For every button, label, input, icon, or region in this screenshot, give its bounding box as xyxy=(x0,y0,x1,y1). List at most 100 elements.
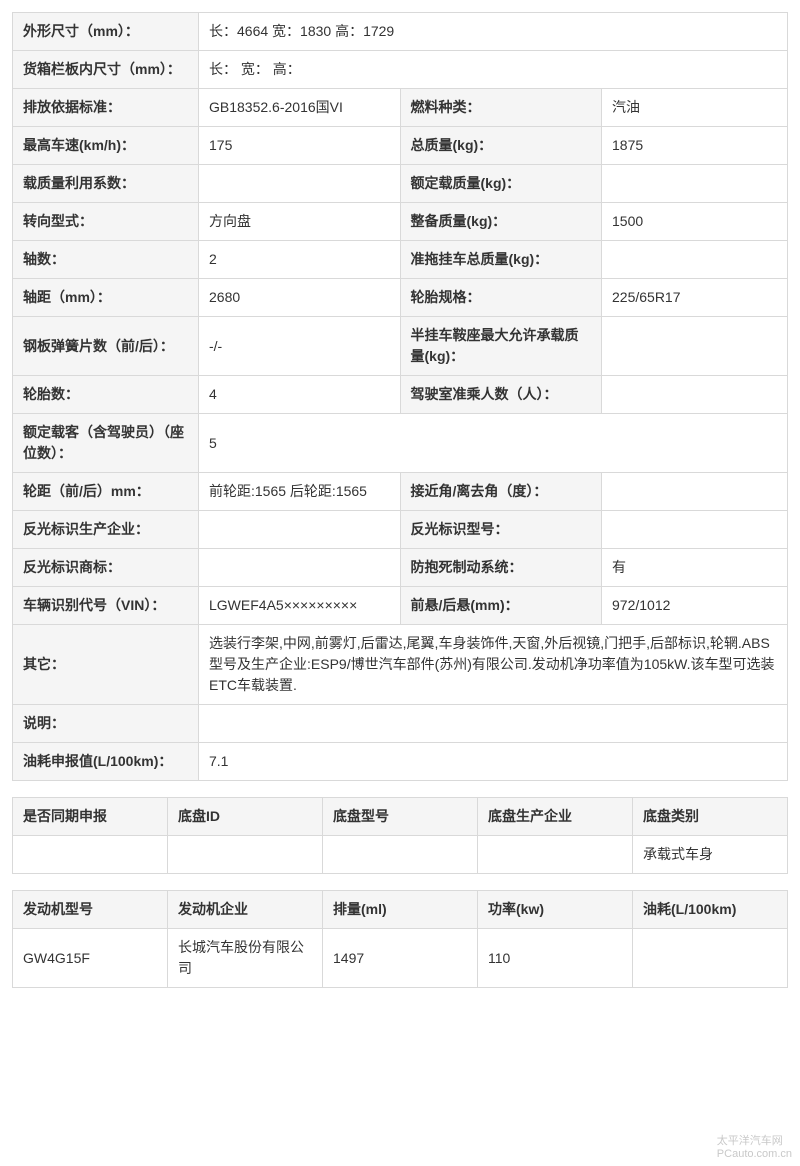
table-row: GW4G15F长城汽车股份有限公司1497110 xyxy=(13,929,788,988)
spec-value: GB18352.6-2016国VI xyxy=(199,89,401,127)
cell: 承载式车身 xyxy=(633,836,788,874)
column-header: 油耗(L/100km) xyxy=(633,891,788,929)
cell xyxy=(323,836,478,874)
table-row: 外形尺寸（mm）：长：4664 宽：1830 高：1729 xyxy=(13,13,788,51)
table-row: 车辆识别代号（VIN）：LGWEF4A5×××××××××前悬/后悬(mm)：9… xyxy=(13,587,788,625)
column-header: 底盘生产企业 xyxy=(478,798,633,836)
spec-label: 额定载质量(kg)： xyxy=(400,165,602,203)
spec-value: 1875 xyxy=(602,127,788,165)
spec-label: 外形尺寸（mm）： xyxy=(13,13,199,51)
cell xyxy=(13,836,168,874)
engine-table: 发动机型号发动机企业排量(ml)功率(kw)油耗(L/100km) GW4G15… xyxy=(12,890,788,988)
spec-value: LGWEF4A5××××××××× xyxy=(199,587,401,625)
spec-label: 货箱栏板内尺寸（mm）： xyxy=(13,51,199,89)
spec-label: 接近角/离去角（度）： xyxy=(400,473,602,511)
spec-value xyxy=(602,376,788,414)
spec-value xyxy=(602,165,788,203)
table-row: 轴数：2准拖挂车总质量(kg)： xyxy=(13,241,788,279)
spec-value: 汽油 xyxy=(602,89,788,127)
spec-value: 长：4664 宽：1830 高：1729 xyxy=(199,13,788,51)
spec-label: 额定载客（含驾驶员）（座位数）： xyxy=(13,414,199,473)
table-row: 排放依据标准：GB18352.6-2016国VI燃料种类：汽油 xyxy=(13,89,788,127)
table-row: 钢板弹簧片数（前/后）：-/-半挂车鞍座最大允许承载质量(kg)： xyxy=(13,317,788,376)
spec-label: 轴数： xyxy=(13,241,199,279)
spec-label: 准拖挂车总质量(kg)： xyxy=(400,241,602,279)
spec-value: 2680 xyxy=(199,279,401,317)
spec-value xyxy=(199,511,401,549)
spec-value xyxy=(199,705,788,743)
spec-label: 转向型式： xyxy=(13,203,199,241)
spec-label: 轮胎规格： xyxy=(400,279,602,317)
watermark: 太平洋汽车网 PCauto.com.cn xyxy=(717,1132,792,1160)
table-row: 额定载客（含驾驶员）（座位数）：5 xyxy=(13,414,788,473)
table-row: 承载式车身 xyxy=(13,836,788,874)
spec-value: 7.1 xyxy=(199,743,788,781)
spec-label: 燃料种类： xyxy=(400,89,602,127)
spec-value xyxy=(602,511,788,549)
column-header: 发动机型号 xyxy=(13,891,168,929)
spec-value: 175 xyxy=(199,127,401,165)
spec-value: 长： 宽： 高： xyxy=(199,51,788,89)
table-row: 反光标识商标：防抱死制动系统：有 xyxy=(13,549,788,587)
column-header: 底盘型号 xyxy=(323,798,478,836)
spec-label: 前悬/后悬(mm)： xyxy=(400,587,602,625)
spec-value: 方向盘 xyxy=(199,203,401,241)
spec-label: 反光标识生产企业： xyxy=(13,511,199,549)
spec-value: -/- xyxy=(199,317,401,376)
table-row: 轮距（前/后）mm：前轮距:1565 后轮距:1565接近角/离去角（度）： xyxy=(13,473,788,511)
cell xyxy=(168,836,323,874)
spec-value: 选装行李架,中网,前雾灯,后雷达,尾翼,车身装饰件,天窗,外后视镜,门把手,后部… xyxy=(199,625,788,705)
spec-label: 驾驶室准乘人数（人）： xyxy=(400,376,602,414)
spec-label: 轴距（mm）： xyxy=(13,279,199,317)
table-row: 最高车速(km/h)：175总质量(kg)：1875 xyxy=(13,127,788,165)
spec-value xyxy=(199,165,401,203)
watermark-top: 太平洋汽车网 xyxy=(717,1132,792,1148)
cell: 110 xyxy=(478,929,633,988)
spec-label: 轮距（前/后）mm： xyxy=(13,473,199,511)
table-row: 说明： xyxy=(13,705,788,743)
cell: 长城汽车股份有限公司 xyxy=(168,929,323,988)
watermark-bottom: PCauto.com.cn xyxy=(717,1148,792,1160)
column-header: 底盘类别 xyxy=(633,798,788,836)
table-row: 载质量利用系数：额定载质量(kg)： xyxy=(13,165,788,203)
column-header: 发动机企业 xyxy=(168,891,323,929)
spec-label: 反光标识型号： xyxy=(400,511,602,549)
table-row: 货箱栏板内尺寸（mm）：长： 宽： 高： xyxy=(13,51,788,89)
spec-value: 225/65R17 xyxy=(602,279,788,317)
table-row: 转向型式：方向盘整备质量(kg)：1500 xyxy=(13,203,788,241)
main-specs-table: 外形尺寸（mm）：长：4664 宽：1830 高：1729货箱栏板内尺寸（mm）… xyxy=(12,12,788,781)
spec-label: 整备质量(kg)： xyxy=(400,203,602,241)
cell xyxy=(478,836,633,874)
table-row: 其它：选装行李架,中网,前雾灯,后雷达,尾翼,车身装饰件,天窗,外后视镜,门把手… xyxy=(13,625,788,705)
spec-value: 4 xyxy=(199,376,401,414)
spec-label: 排放依据标准： xyxy=(13,89,199,127)
spec-value: 有 xyxy=(602,549,788,587)
spec-value: 972/1012 xyxy=(602,587,788,625)
table-row: 油耗申报值(L/100km)：7.1 xyxy=(13,743,788,781)
spec-label: 总质量(kg)： xyxy=(400,127,602,165)
spec-value xyxy=(602,317,788,376)
table-row: 轮胎数：4驾驶室准乘人数（人）： xyxy=(13,376,788,414)
column-header: 功率(kw) xyxy=(478,891,633,929)
spec-value xyxy=(602,473,788,511)
column-header: 排量(ml) xyxy=(323,891,478,929)
spec-value: 1500 xyxy=(602,203,788,241)
spec-value xyxy=(602,241,788,279)
cell: GW4G15F xyxy=(13,929,168,988)
spec-label: 反光标识商标： xyxy=(13,549,199,587)
spec-label: 钢板弹簧片数（前/后）： xyxy=(13,317,199,376)
chassis-table: 是否同期申报底盘ID底盘型号底盘生产企业底盘类别 承载式车身 xyxy=(12,797,788,874)
table-row: 反光标识生产企业： 反光标识型号： xyxy=(13,511,788,549)
spec-value: 前轮距:1565 后轮距:1565 xyxy=(199,473,401,511)
spec-label: 最高车速(km/h)： xyxy=(13,127,199,165)
spec-label: 车辆识别代号（VIN）： xyxy=(13,587,199,625)
spec-label: 说明： xyxy=(13,705,199,743)
spec-value xyxy=(199,549,401,587)
column-header: 底盘ID xyxy=(168,798,323,836)
spec-label: 油耗申报值(L/100km)： xyxy=(13,743,199,781)
spec-label: 其它： xyxy=(13,625,199,705)
table-row: 轴距（mm）：2680轮胎规格：225/65R17 xyxy=(13,279,788,317)
column-header: 是否同期申报 xyxy=(13,798,168,836)
cell xyxy=(633,929,788,988)
spec-label: 半挂车鞍座最大允许承载质量(kg)： xyxy=(400,317,602,376)
